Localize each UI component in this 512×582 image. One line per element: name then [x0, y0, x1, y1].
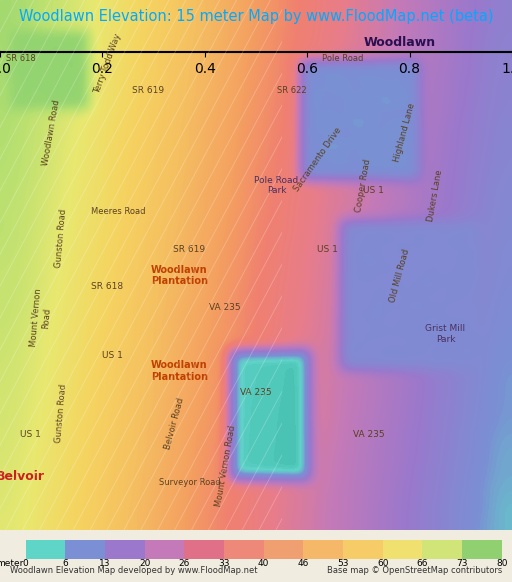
- Text: Base map © OpenStreetMap contributors: Base map © OpenStreetMap contributors: [327, 566, 502, 575]
- Text: Woodlawn Elevation Map developed by www.FloodMap.net: Woodlawn Elevation Map developed by www.…: [10, 566, 258, 575]
- Text: meter: meter: [0, 559, 23, 567]
- Text: Sacramento Drive: Sacramento Drive: [292, 125, 343, 193]
- Text: SR 618: SR 618: [6, 54, 35, 63]
- Text: Gunston Road: Gunston Road: [54, 209, 69, 268]
- Bar: [303, 540, 343, 559]
- Text: Woodlawn: Woodlawn: [364, 36, 435, 49]
- Text: Highland Lane: Highland Lane: [392, 102, 417, 163]
- Bar: [224, 540, 264, 559]
- Text: Pole Road: Pole Road: [323, 54, 364, 63]
- Text: VA 235: VA 235: [209, 303, 241, 312]
- Bar: [184, 540, 224, 559]
- Text: US 1: US 1: [20, 430, 41, 439]
- Text: US 1: US 1: [102, 350, 123, 360]
- Text: 13: 13: [99, 559, 111, 567]
- Text: SR 619: SR 619: [174, 244, 205, 254]
- Text: Woodlawn Road: Woodlawn Road: [41, 99, 61, 166]
- Text: Surveyor Road: Surveyor Road: [159, 478, 220, 487]
- Text: 0: 0: [23, 559, 29, 567]
- Text: 60: 60: [377, 559, 389, 567]
- Text: Gunston Road: Gunston Road: [54, 384, 69, 443]
- Text: SR 622: SR 622: [277, 86, 307, 95]
- Text: Belvoir: Belvoir: [0, 470, 45, 484]
- Text: Belvoir Road: Belvoir Road: [163, 397, 185, 451]
- Bar: [383, 540, 422, 559]
- Text: Woodlawn Elevation: 15 meter Map by www.FloodMap.net (beta): Woodlawn Elevation: 15 meter Map by www.…: [19, 9, 493, 24]
- Text: US 1: US 1: [364, 186, 384, 196]
- Text: 66: 66: [417, 559, 428, 567]
- Bar: [462, 540, 502, 559]
- Text: 46: 46: [297, 559, 309, 567]
- Text: Pole Road
Park: Pole Road Park: [254, 176, 298, 195]
- Bar: [343, 540, 382, 559]
- Text: VA 235: VA 235: [353, 430, 385, 439]
- Bar: [422, 540, 462, 559]
- Text: Mount Vernon Road: Mount Vernon Road: [214, 425, 237, 508]
- Text: Terry Todd Way: Terry Todd Way: [93, 32, 122, 95]
- Text: Mount Vernon
Road: Mount Vernon Road: [29, 288, 53, 348]
- Text: Woodlawn
Plantation: Woodlawn Plantation: [151, 360, 208, 382]
- Text: Woodlawn
Plantation: Woodlawn Plantation: [151, 265, 208, 286]
- Bar: [144, 540, 184, 559]
- Text: SR 619: SR 619: [133, 86, 164, 95]
- Text: US 1: US 1: [317, 244, 338, 254]
- Text: 73: 73: [456, 559, 468, 567]
- Text: Grist Mill
Park: Grist Mill Park: [425, 324, 465, 343]
- Bar: [66, 540, 105, 559]
- Text: 20: 20: [139, 559, 151, 567]
- Text: 40: 40: [258, 559, 269, 567]
- Text: 26: 26: [179, 559, 190, 567]
- Text: VA 235: VA 235: [240, 388, 272, 397]
- Bar: [105, 540, 144, 559]
- Text: Cooper Road: Cooper Road: [354, 158, 373, 213]
- Text: SR 618: SR 618: [92, 282, 123, 290]
- Text: 33: 33: [218, 559, 230, 567]
- Text: 80: 80: [496, 559, 507, 567]
- Text: Old Mill Road: Old Mill Road: [388, 248, 411, 303]
- Text: Meeres Road: Meeres Road: [91, 208, 145, 217]
- Text: 6: 6: [62, 559, 68, 567]
- Text: 53: 53: [337, 559, 349, 567]
- Bar: [264, 540, 303, 559]
- Text: Dukers Lane: Dukers Lane: [426, 169, 444, 223]
- Bar: [26, 540, 66, 559]
